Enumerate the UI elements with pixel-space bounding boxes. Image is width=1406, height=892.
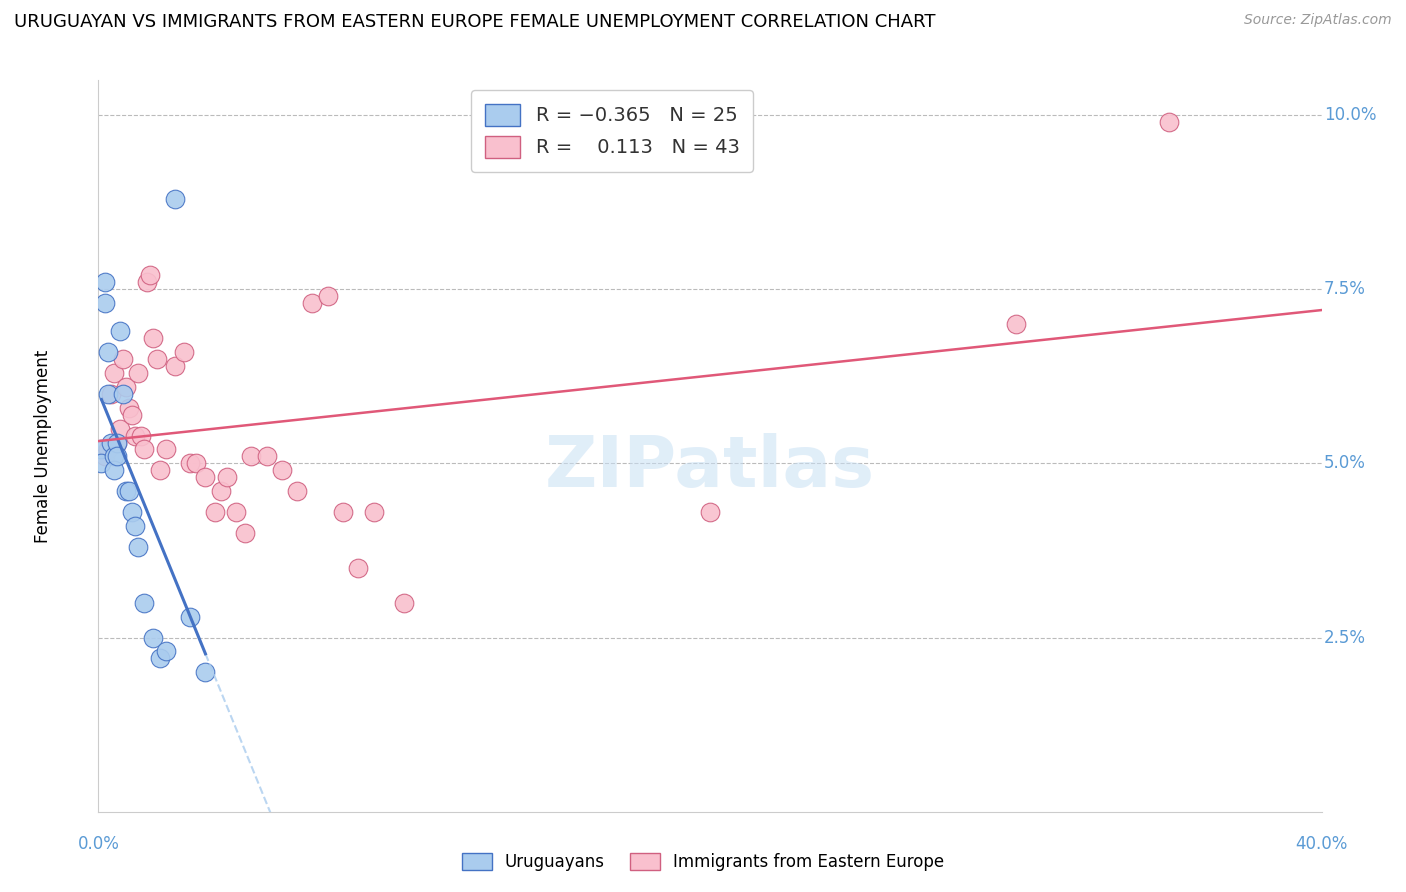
Point <box>194 665 217 680</box>
Point <box>163 359 186 373</box>
Point <box>97 386 120 401</box>
Point <box>97 442 120 457</box>
Point <box>285 484 308 499</box>
Point <box>173 345 195 359</box>
Legend: Uruguayans, Immigrants from Eastern Europe: Uruguayans, Immigrants from Eastern Euro… <box>453 845 953 880</box>
Point <box>118 484 141 499</box>
Point <box>392 596 416 610</box>
Text: 7.5%: 7.5% <box>1324 280 1367 298</box>
Point <box>97 345 120 359</box>
Point <box>316 289 339 303</box>
Point <box>115 380 138 394</box>
Point <box>134 442 156 457</box>
Point <box>118 401 141 415</box>
Point <box>100 386 122 401</box>
Point <box>363 505 385 519</box>
Point <box>270 463 292 477</box>
Point <box>124 519 146 533</box>
Point <box>103 463 125 477</box>
Point <box>149 651 172 665</box>
Point <box>121 505 143 519</box>
Point <box>93 275 115 289</box>
Point <box>100 435 122 450</box>
Text: Source: ZipAtlas.com: Source: ZipAtlas.com <box>1244 13 1392 28</box>
Point <box>256 450 278 464</box>
Point <box>204 505 226 519</box>
Text: 0.0%: 0.0% <box>77 835 120 853</box>
Point <box>111 351 134 366</box>
Point <box>1157 115 1180 129</box>
Point <box>124 428 146 442</box>
Point <box>332 505 354 519</box>
Point <box>225 505 247 519</box>
Point <box>699 505 721 519</box>
Point <box>142 331 165 345</box>
Point <box>93 450 115 464</box>
Point <box>155 644 177 658</box>
Point <box>1004 317 1026 331</box>
Legend: R = −0.365   N = 25, R =    0.113   N = 43: R = −0.365 N = 25, R = 0.113 N = 43 <box>471 90 754 172</box>
Point <box>90 442 112 457</box>
Point <box>215 470 238 484</box>
Text: URUGUAYAN VS IMMIGRANTS FROM EASTERN EUROPE FEMALE UNEMPLOYMENT CORRELATION CHAR: URUGUAYAN VS IMMIGRANTS FROM EASTERN EUR… <box>14 13 935 31</box>
Point <box>108 421 131 435</box>
Point <box>179 609 201 624</box>
Point <box>93 296 115 310</box>
Text: 10.0%: 10.0% <box>1324 106 1376 124</box>
Text: Female Unemployment: Female Unemployment <box>34 350 52 542</box>
Point <box>139 268 162 283</box>
Point <box>111 386 134 401</box>
Point <box>347 561 370 575</box>
Text: 5.0%: 5.0% <box>1324 454 1367 473</box>
Point <box>145 351 167 366</box>
Point <box>105 435 128 450</box>
Point <box>103 450 125 464</box>
Point <box>240 450 263 464</box>
Point <box>134 596 156 610</box>
Point <box>186 457 208 471</box>
Text: 40.0%: 40.0% <box>1295 835 1348 853</box>
Point <box>108 324 131 338</box>
Point <box>301 296 323 310</box>
Point <box>194 470 217 484</box>
Text: 2.5%: 2.5% <box>1324 629 1367 647</box>
Text: ZIPatlas: ZIPatlas <box>546 434 875 502</box>
Point <box>142 631 165 645</box>
Point <box>127 366 149 380</box>
Point <box>105 435 128 450</box>
Point <box>149 463 172 477</box>
Point <box>121 408 143 422</box>
Point <box>90 457 112 471</box>
Point <box>163 192 186 206</box>
Point <box>127 540 149 554</box>
Point <box>136 275 159 289</box>
Point <box>105 450 128 464</box>
Point <box>209 484 232 499</box>
Point <box>179 457 201 471</box>
Point <box>129 428 152 442</box>
Point <box>115 484 138 499</box>
Point <box>103 366 125 380</box>
Point <box>233 526 256 541</box>
Point <box>155 442 177 457</box>
